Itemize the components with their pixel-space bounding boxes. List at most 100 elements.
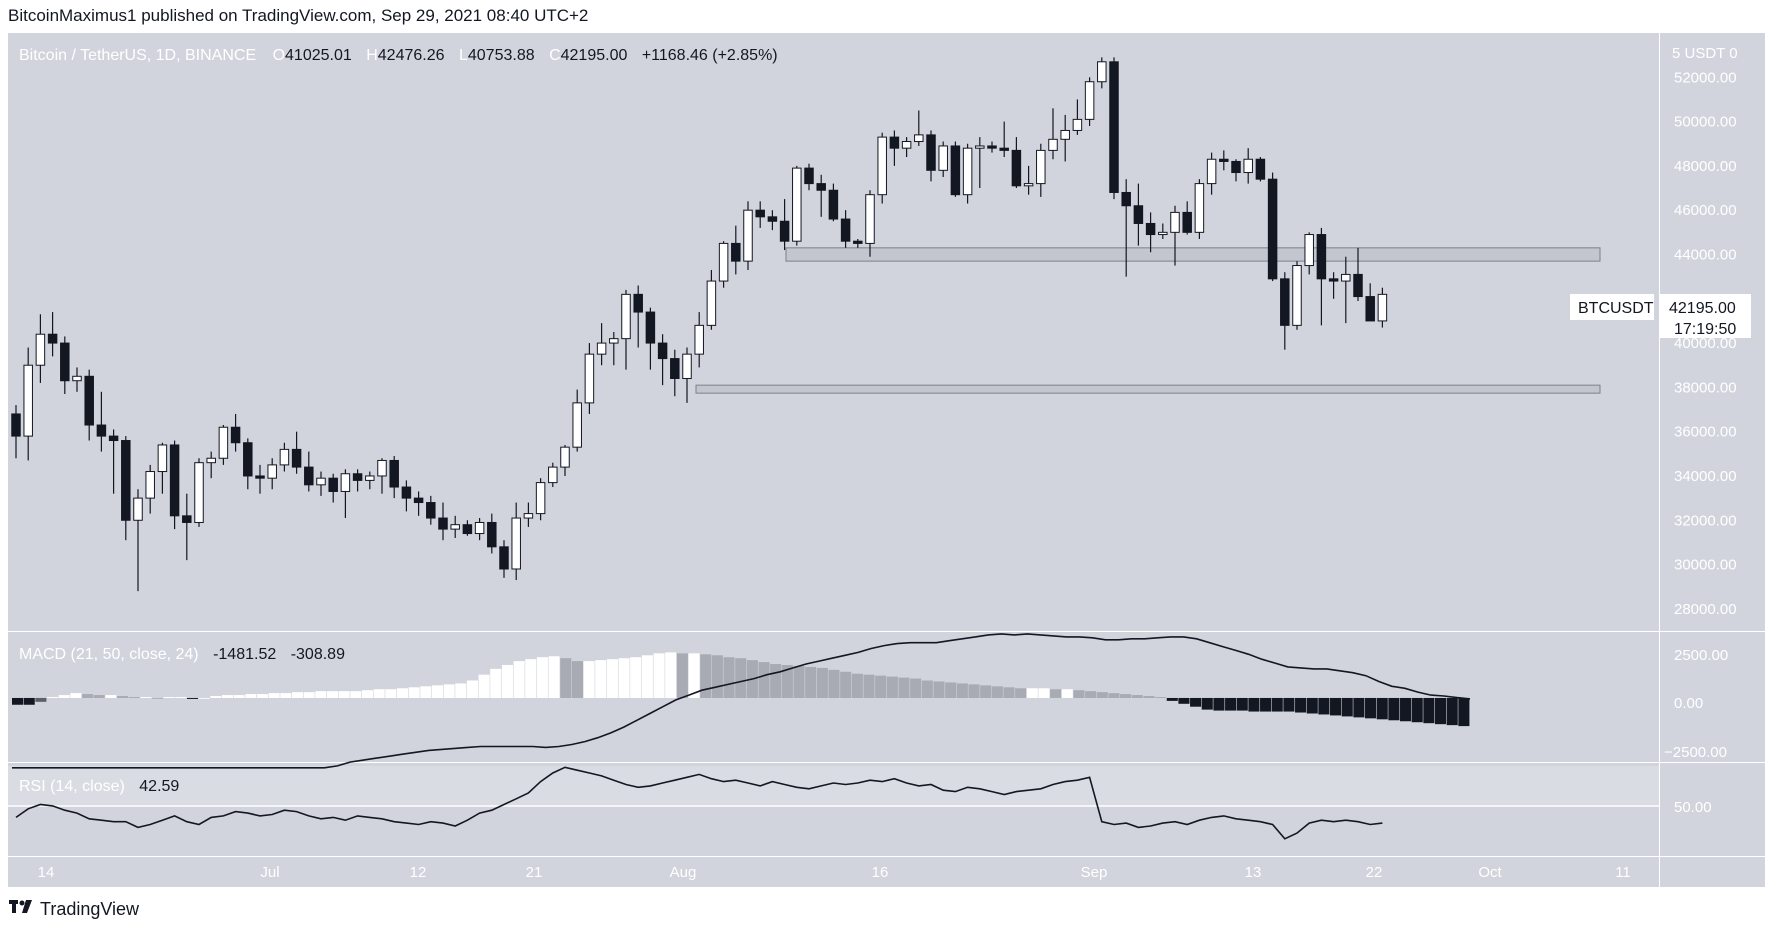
- rsi-line: [15, 766, 1383, 840]
- candle-body: [108, 435, 119, 442]
- macd-histogram-bar: [46, 697, 59, 698]
- svg-text:MACD (21, 50, close, 24): MACD (21, 50, close, 24) -1481.52 -308.8…: [19, 646, 345, 663]
- candle: [474, 518, 485, 541]
- candle: [1280, 272, 1290, 350]
- candle-body: [670, 358, 680, 380]
- candle: [926, 130, 936, 182]
- candle: [84, 369, 94, 441]
- candle: [1121, 179, 1131, 277]
- candle: [694, 312, 704, 368]
- macd-histogram-bar: [140, 697, 152, 698]
- candle-body: [304, 466, 314, 486]
- candle: [1048, 108, 1058, 160]
- candle-body: [1316, 234, 1327, 280]
- svg-text:RSI (14, close) 42.59: RSI (14, close) 42.59: [19, 778, 179, 795]
- candle-body: [267, 464, 277, 479]
- candle-body: [767, 216, 778, 222]
- candle-body: [243, 442, 253, 477]
- macd-histogram-bar: [23, 697, 35, 705]
- macd-histogram-bar: [385, 689, 397, 698]
- candle-body: [743, 209, 753, 262]
- candle: [389, 456, 399, 499]
- candle: [950, 141, 961, 197]
- macd-title: MACD (21, 50, close, 24): [19, 646, 199, 663]
- macd-histogram-bar: [723, 657, 735, 698]
- main-pane[interactable]: [8, 33, 1659, 631]
- macd-histogram-bar: [851, 673, 863, 698]
- candle-body: [1133, 205, 1144, 224]
- candle-body: [1341, 273, 1351, 282]
- macd-histogram-bar: [35, 697, 47, 702]
- candle-body: [23, 364, 33, 437]
- candle: [889, 130, 900, 166]
- macd-histogram-bar: [828, 669, 840, 698]
- candle: [962, 143, 973, 204]
- candle-body: [413, 497, 424, 504]
- candle-body: [60, 342, 70, 382]
- macd-histogram-bar: [151, 697, 164, 699]
- candle-body: [328, 477, 338, 492]
- candle-body: [255, 475, 265, 479]
- horizontal-zone-2[interactable]: [695, 384, 1601, 394]
- candle-body: [340, 473, 351, 492]
- candle: [975, 137, 985, 189]
- candles-layer: [11, 57, 1388, 592]
- candle: [1023, 165, 1034, 195]
- macd-histogram-bar: [805, 666, 817, 698]
- macd-histogram-bar: [653, 653, 665, 698]
- candle-body: [1109, 61, 1119, 193]
- candle: [401, 480, 412, 512]
- candle-body: [1219, 158, 1229, 162]
- low-label: L: [459, 47, 468, 64]
- macd-histogram-bar: [641, 655, 653, 698]
- candle-body: [182, 515, 192, 523]
- macd-histogram-bar: [1155, 697, 1167, 698]
- candle: [1170, 205, 1180, 266]
- candle: [11, 405, 21, 459]
- rsi-band: [8, 766, 1659, 806]
- time-tick-label: 16: [872, 864, 889, 881]
- candle: [767, 210, 778, 231]
- low-value: 40753.88: [468, 47, 535, 64]
- last-price-label[interactable]: 42195.00 17:19:50: [1659, 294, 1751, 338]
- time-tick-label: Oct: [1478, 864, 1502, 881]
- macd-histogram-bar: [93, 695, 105, 698]
- macd-histogram-bar: [1190, 697, 1202, 707]
- candle: [413, 491, 424, 516]
- time-axis[interactable]: [8, 857, 1765, 887]
- candle-body: [291, 448, 302, 468]
- candle-body: [584, 353, 595, 404]
- symbol-text: BTCUSDT: [1578, 300, 1654, 317]
- candle-body: [1304, 234, 1314, 267]
- candle: [1158, 223, 1168, 239]
- candle: [865, 190, 875, 257]
- rsi-tick: 50.00: [1674, 799, 1712, 816]
- macd-histogram-bar: [350, 691, 362, 698]
- candle: [682, 347, 692, 403]
- macd-histogram-bar: [221, 695, 234, 698]
- candle: [1072, 99, 1083, 135]
- macd-histogram-bar: [781, 664, 793, 698]
- candle: [670, 349, 680, 397]
- rsi-title: RSI (14, close): [19, 778, 125, 795]
- axis-top-label: 5 USDT 0: [1672, 45, 1738, 62]
- candle: [572, 389, 582, 452]
- macd-histogram-bar: [1120, 694, 1132, 698]
- candle: [255, 464, 265, 494]
- candle: [145, 464, 155, 514]
- candle-body: [1267, 178, 1278, 280]
- macd-histogram-bar: [338, 691, 350, 698]
- macd-histogram-bar: [886, 676, 898, 698]
- price-tick-label: 38000.00: [1674, 379, 1737, 396]
- candle: [169, 440, 180, 530]
- macd-histogram-bar: [1038, 688, 1050, 698]
- candle-body: [230, 426, 241, 444]
- macd-histogram-bar: [116, 696, 129, 698]
- horizontal-zone-1[interactable]: [785, 247, 1601, 262]
- candle-body: [633, 293, 643, 313]
- macd-histogram-bar: [1236, 697, 1248, 711]
- macd-histogram-bar: [1400, 697, 1412, 722]
- price-axis[interactable]: [1660, 33, 1765, 856]
- macd-tick-zero: 0.00: [1674, 695, 1703, 712]
